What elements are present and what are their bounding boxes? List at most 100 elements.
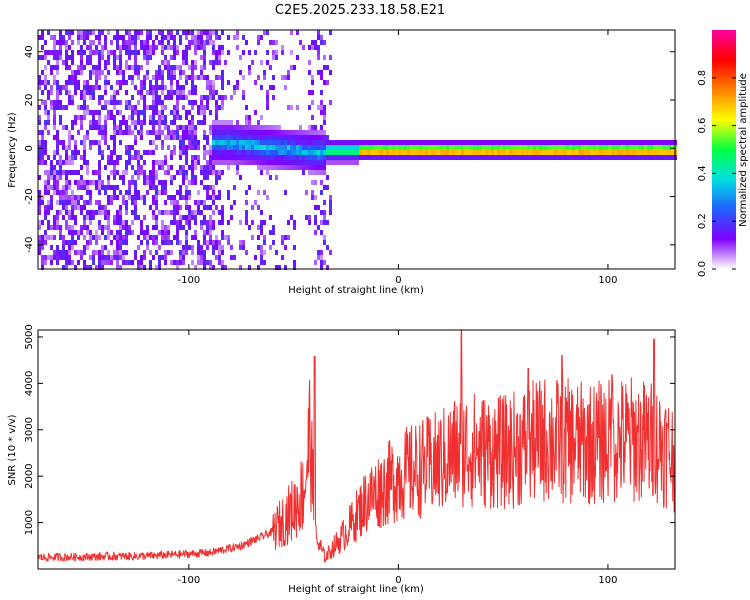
spectrogram-cell bbox=[65, 30, 68, 35]
spectrogram-cell bbox=[248, 150, 251, 155]
spectrogram-cell bbox=[107, 160, 110, 165]
spectrogram-cell bbox=[227, 130, 230, 135]
spectrogram-cell bbox=[98, 255, 101, 260]
spectrogram-cell bbox=[53, 65, 56, 70]
spectrogram-cell bbox=[257, 160, 260, 165]
spectrogram-cell bbox=[161, 70, 164, 75]
spectrogram-cell bbox=[365, 155, 368, 160]
spectrogram-cell bbox=[185, 190, 188, 195]
spectrogram-cell bbox=[425, 150, 428, 155]
spectrogram-cell bbox=[668, 145, 671, 150]
spectrogram-cell bbox=[209, 160, 212, 165]
spectrogram-cell bbox=[194, 100, 197, 105]
spectrogram-cell bbox=[167, 70, 170, 75]
spectrogram-cell bbox=[92, 250, 95, 255]
spectrogram-cell bbox=[71, 160, 74, 165]
spectrogram-cell bbox=[143, 150, 146, 155]
spectrogram-cell bbox=[248, 145, 251, 150]
spectrogram-cell bbox=[65, 175, 68, 180]
spectrogram-cell bbox=[425, 155, 428, 160]
spectrogram-cell bbox=[302, 155, 305, 160]
spectrogram-cell bbox=[347, 155, 350, 160]
spectrogram-cell bbox=[53, 155, 56, 160]
spectrogram-cell bbox=[149, 260, 152, 265]
spectrogram-cell bbox=[104, 90, 107, 95]
spectrogram-cell bbox=[326, 185, 329, 190]
spectrogram-cell bbox=[356, 150, 359, 155]
spectrogram-cell bbox=[164, 200, 167, 205]
spectrogram-cell bbox=[263, 190, 266, 195]
spectrogram-cell bbox=[140, 65, 143, 70]
spectrogram-cell bbox=[563, 155, 566, 160]
spectrogram-cell bbox=[191, 155, 194, 160]
spectrogram-cell bbox=[74, 205, 77, 210]
spectrogram-cell bbox=[104, 105, 107, 110]
spectrogram-cell bbox=[230, 140, 233, 145]
spectrogram-cell bbox=[80, 165, 83, 170]
spectrogram-cell bbox=[158, 230, 161, 235]
spectrogram-cell bbox=[200, 65, 203, 70]
spectrogram-cell bbox=[47, 80, 50, 85]
spectrogram-cell bbox=[65, 145, 68, 150]
spectrogram-cell bbox=[461, 140, 464, 145]
spectrogram-cell bbox=[170, 175, 173, 180]
spectrogram-cell bbox=[446, 140, 449, 145]
spectrogram-cell bbox=[209, 165, 212, 170]
spectrogram-cell bbox=[245, 135, 248, 140]
spectrogram-cell bbox=[92, 120, 95, 125]
spectrogram-cell bbox=[158, 245, 161, 250]
spectrogram-cell bbox=[320, 130, 323, 135]
spectrogram-cell bbox=[128, 115, 131, 120]
spectrogram-cell bbox=[83, 105, 86, 110]
spectrogram-cell bbox=[572, 150, 575, 155]
spectrogram-cell bbox=[53, 40, 56, 45]
spectrogram-cell bbox=[422, 145, 425, 150]
spectrogram-cell bbox=[56, 215, 59, 220]
spectrogram-cell bbox=[209, 155, 212, 160]
spectrogram-cell bbox=[77, 170, 80, 175]
spectrogram-cell bbox=[68, 45, 71, 50]
spectrogram-cell bbox=[215, 90, 218, 95]
spectrogram-cell bbox=[212, 120, 215, 125]
spectrogram-cell bbox=[221, 80, 224, 85]
spectrogram-cell bbox=[206, 240, 209, 245]
spectrogram-cell bbox=[311, 135, 314, 140]
spectrogram-cell bbox=[350, 145, 353, 150]
spectrogram-cell bbox=[140, 120, 143, 125]
spectrogram-cell bbox=[152, 200, 155, 205]
spectrogram-cell bbox=[509, 140, 512, 145]
spectrogram-cell bbox=[671, 140, 674, 145]
spectrogram-cell bbox=[80, 140, 83, 145]
spectrogram-cell bbox=[125, 80, 128, 85]
spectrogram-cell bbox=[224, 130, 227, 135]
spectrogram-cell bbox=[557, 145, 560, 150]
spectrogram-cell bbox=[221, 130, 224, 135]
spectrogram-cell bbox=[158, 70, 161, 75]
spectrogram-cell bbox=[320, 145, 323, 150]
spectrogram-cell bbox=[164, 230, 167, 235]
spectrogram-cell bbox=[134, 205, 137, 210]
spectrogram-cell bbox=[104, 65, 107, 70]
spectrogram-cell bbox=[479, 150, 482, 155]
spectrogram-cell bbox=[41, 150, 44, 155]
spectrogram-cell bbox=[428, 145, 431, 150]
spectrogram-cell bbox=[650, 150, 653, 155]
spectrogram-cell bbox=[170, 130, 173, 135]
spectrogram-cell bbox=[257, 155, 260, 160]
spectrogram-cell bbox=[83, 200, 86, 205]
spectrogram-cell bbox=[152, 150, 155, 155]
spectrogram-cell bbox=[455, 140, 458, 145]
spectrogram-cell bbox=[197, 105, 200, 110]
spectrogram-cell bbox=[68, 65, 71, 70]
spectrogram-cell bbox=[104, 135, 107, 140]
spectrogram-cell bbox=[38, 140, 41, 145]
spectrogram-cell bbox=[38, 195, 41, 200]
spectrogram-cell bbox=[161, 190, 164, 195]
spectrogram-cell bbox=[56, 100, 59, 105]
spectrogram-cell bbox=[344, 150, 347, 155]
spectrogram-cell bbox=[134, 85, 137, 90]
spectrogram-cell bbox=[41, 135, 44, 140]
spectrogram-cell bbox=[269, 135, 272, 140]
spectrogram-cell bbox=[89, 85, 92, 90]
spectrogram-cell bbox=[176, 205, 179, 210]
